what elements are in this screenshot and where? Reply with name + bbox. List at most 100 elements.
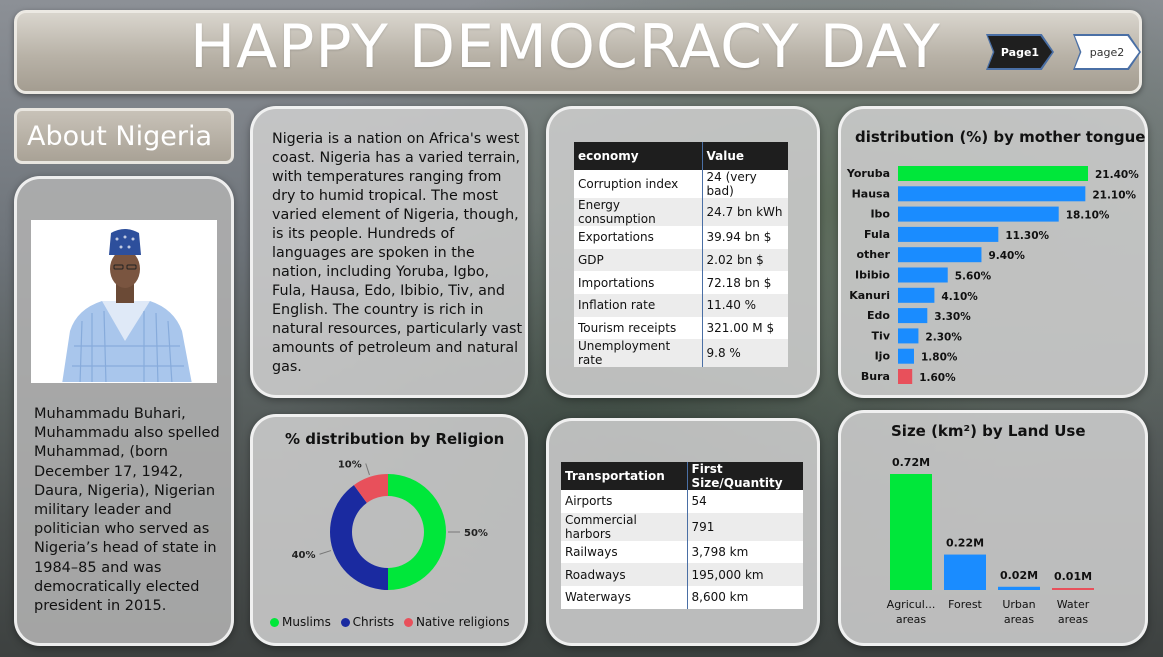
bar-category-label: Ibo [870, 208, 890, 221]
economy-row[interactable]: Importations 72.18 bn $ [574, 271, 788, 295]
economy-value-cell: 24 (very bad) [701, 170, 788, 198]
tongue-bar-ibibio[interactable] [898, 267, 948, 283]
land-bar-0[interactable] [890, 474, 932, 590]
economy-row[interactable]: Inflation rate 11.40 % [574, 294, 788, 317]
bar-category-label: Ibibio [855, 269, 890, 282]
bar-data-label: 18.10% [1066, 210, 1110, 222]
economy-row[interactable]: Unemployment rate 9.8 % [574, 339, 788, 368]
religion-legend: Muslims Christs Native religions [270, 615, 516, 629]
bar-data-label: 0.02M [1000, 569, 1038, 582]
bar-data-label: 4.10% [941, 291, 978, 303]
about-heading: About Nigeria [27, 121, 213, 152]
title-banner [14, 10, 1142, 94]
tongue-bar-yoruba[interactable] [898, 166, 1088, 181]
donut-slice-native-religions[interactable] [353, 474, 388, 503]
legend-item-christs[interactable]: Christs [340, 615, 394, 629]
donut-data-label: 40% [292, 550, 316, 561]
transport-row[interactable]: Waterways 8,600 km [561, 586, 803, 609]
page-title: HAPPY DEMOCRACY DAY [190, 12, 941, 82]
transport-label-cell: Waterways [561, 586, 687, 609]
tongue-bar-hausa[interactable] [898, 186, 1086, 202]
legend-item-muslims[interactable]: Muslims [270, 615, 331, 629]
donut-leader-line [319, 550, 332, 555]
donut-slice-christs[interactable] [330, 485, 388, 590]
tongue-bar-bura[interactable] [898, 369, 913, 384]
economy-row[interactable]: Tourism receipts 321.00 M $ [574, 316, 788, 340]
bar-data-label: 0.72M [892, 456, 930, 469]
transport-label-cell: Railways [561, 540, 687, 564]
bar-category-label: Forest [948, 598, 982, 611]
land-bar-3[interactable] [1052, 588, 1094, 590]
land-use-chart-title: Size (km²) by Land Use [891, 422, 1086, 440]
donut-leader-line [365, 463, 370, 476]
transport-value-cell: 54 [686, 490, 803, 513]
bar-category-label: Water [1057, 598, 1090, 611]
legend-swatch-muslims [270, 618, 279, 627]
bar-data-label: 5.60% [955, 271, 992, 283]
tongue-bar-ibo[interactable] [898, 206, 1059, 222]
bar-data-label: 0.01M [1054, 570, 1092, 583]
bar-data-label: 1.80% [921, 352, 958, 364]
transport-header[interactable]: Transportation [561, 462, 687, 490]
land-use-card [838, 410, 1148, 646]
bar-category-label: Hausa [852, 187, 890, 200]
bar-data-label: 21.40% [1095, 169, 1139, 181]
bar-category-label: Ijo [875, 350, 891, 363]
economy-row[interactable]: Corruption index 24 (very bad) [574, 170, 788, 198]
transport-row[interactable]: Commercial harbors 791 [561, 512, 803, 541]
donut-data-label: 10% [338, 460, 362, 471]
bar-data-label: 1.60% [919, 372, 956, 384]
economy-table-body: Corruption index 24 (very bad) Energy cons… [574, 170, 788, 368]
bar-data-label: 21.10% [1092, 189, 1136, 201]
economy-label-cell: Tourism receipts [574, 316, 702, 340]
transport-row[interactable]: Railways 3,798 km [561, 540, 803, 564]
religion-donut-chart: 50% 40% 10% [292, 460, 488, 590]
mother-tongue-bar-chart: Yoruba 21.40% Hausa 21.10% Ibo 18.10% Fula 11.3… [846, 166, 1139, 384]
economy-label-cell: Energy consumption [574, 198, 702, 226]
economy-value-cell: 39.94 bn $ [701, 226, 788, 249]
legend-label-native: Native religions [415, 615, 510, 629]
legend-item-native[interactable]: Native religions [403, 615, 510, 629]
quantity-header[interactable]: First Size/Quantity [686, 462, 803, 490]
economy-row[interactable]: Exportations 39.94 bn $ [574, 226, 788, 249]
bar-data-label: 2.30% [925, 331, 962, 343]
religion-chart-title: % distribution by Religion [285, 430, 505, 448]
transport-row[interactable]: Roadways 195,000 km [561, 563, 803, 587]
bar-category-label: areas [896, 613, 927, 626]
bar-category-label: Edo [867, 309, 890, 322]
portrait-illustration [32, 221, 216, 382]
economy-value-cell: 11.40 % [701, 294, 788, 317]
mother-tongue-chart-title: distribution (%) by mother tongue [855, 128, 1146, 146]
land-bar-2[interactable] [998, 586, 1040, 590]
bar-category-label: Fula [864, 228, 890, 241]
economy-row[interactable]: GDP 2.02 bn $ [574, 248, 788, 272]
bar-data-label: 0.22M [946, 537, 984, 550]
economy-header[interactable]: economy [574, 142, 702, 170]
tongue-bar-edo[interactable] [898, 308, 928, 324]
tongue-bar-tiv[interactable] [898, 328, 919, 344]
legend-label-muslims: Muslims [282, 615, 331, 629]
intro-card [250, 106, 528, 398]
transport-table-body: Airports 54 Commercial harbors 791 Railways 3… [561, 490, 803, 609]
tongue-bar-fula[interactable] [898, 226, 999, 242]
economy-value-cell: 2.02 bn $ [701, 248, 788, 272]
legend-swatch-christs [340, 618, 350, 627]
transport-row[interactable]: Airports 54 [561, 490, 803, 513]
transport-table-wrap: Transportation First Size/Quantity Airpo… [561, 462, 803, 609]
transport-table: Transportation First Size/Quantity Airpo… [561, 462, 803, 609]
land-bar-1[interactable] [944, 554, 986, 590]
value-header[interactable]: Value [701, 142, 788, 170]
tongue-bar-ijo[interactable] [898, 348, 914, 364]
bar-category-label: other [856, 248, 890, 261]
economy-row[interactable]: Energy consumption 24.7 bn kWh [574, 198, 788, 226]
economy-value-cell: 24.7 bn kWh [701, 198, 788, 226]
intro-text: Nigeria is a nation on Africa's west coa… [272, 131, 523, 375]
economy-table-wrap: economy Value Corruption index 24 (very b… [574, 142, 788, 368]
donut-slice-muslims[interactable] [388, 474, 446, 590]
page1-tab[interactable]: Page1 [988, 36, 1052, 68]
economy-label-cell: Corruption index [574, 170, 702, 198]
mother-tongue-card [838, 106, 1148, 398]
page2-tab[interactable]: page2 [1075, 36, 1139, 68]
tongue-bar-other[interactable] [898, 247, 982, 263]
tongue-bar-kanuri[interactable] [898, 287, 935, 303]
